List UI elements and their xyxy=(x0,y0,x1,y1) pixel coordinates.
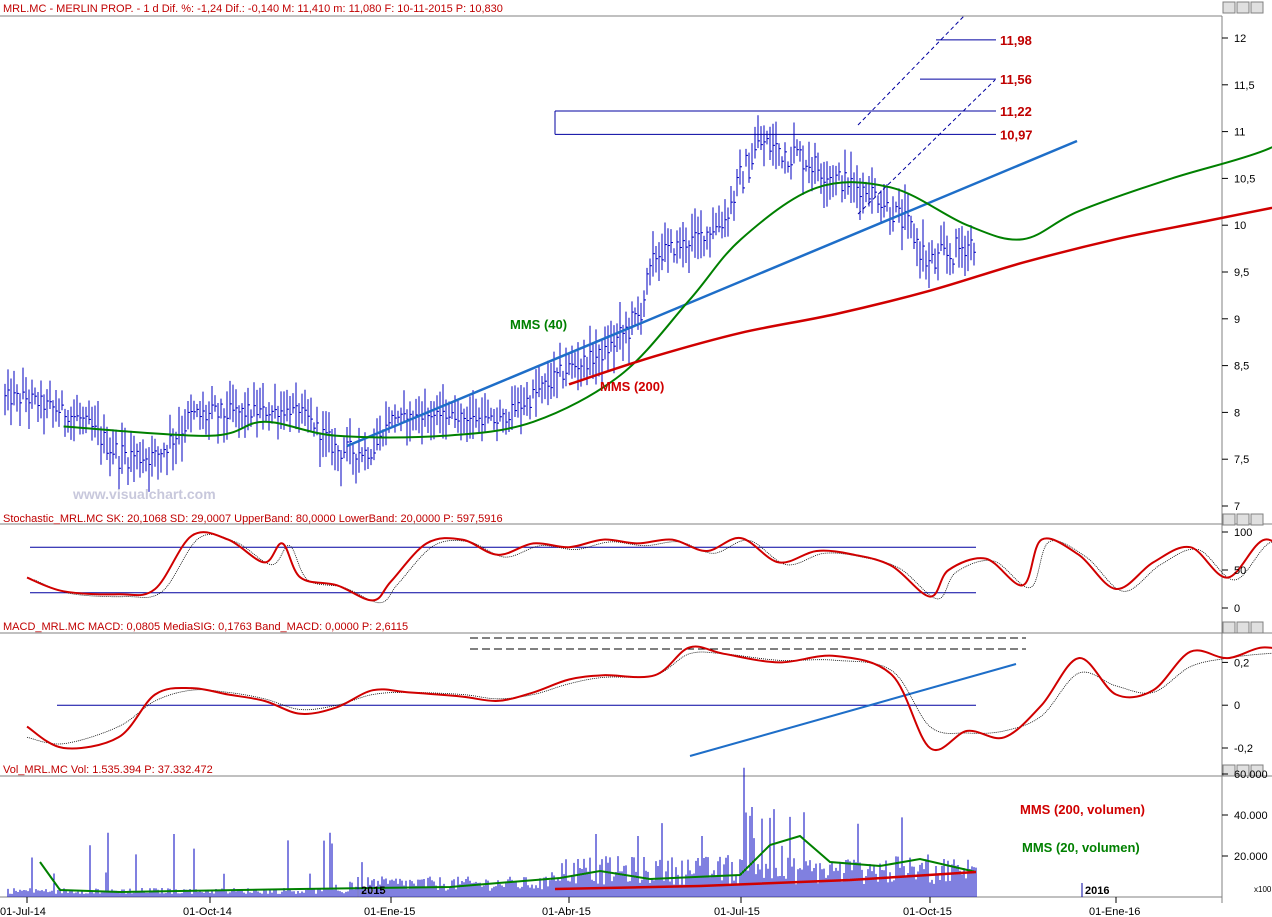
x-tick-label: 01-Ene-16 xyxy=(1089,906,1140,917)
stoch-y-tick-label: 50 xyxy=(1234,565,1246,577)
price-y-tick-label: 7,5 xyxy=(1234,454,1249,466)
price-panel-header: MRL.MC - MERLIN PROP. - 1 d Dif. %: -1,2… xyxy=(3,3,503,15)
year-label: 2015 xyxy=(361,885,385,897)
price-y-tick-label: 7 xyxy=(1234,501,1240,513)
panel-window-button xyxy=(1250,764,1264,777)
price-y-tick-label: 10,5 xyxy=(1234,173,1255,185)
macd-y-tick-label: -0,2 xyxy=(1234,743,1253,755)
x-tick-label: 01-Abr-15 xyxy=(542,906,591,917)
vol-y-tick-label: 60.000 xyxy=(1234,769,1268,781)
macd-signal-line xyxy=(26,651,1272,745)
x-tick-label: 01-Ene-15 xyxy=(364,906,415,917)
panel-window-button xyxy=(1236,513,1250,526)
stoch-sk-line xyxy=(26,531,1272,602)
mms200-label: MMS (200) xyxy=(600,379,664,394)
price-y-tick-label: 12 xyxy=(1234,33,1246,45)
macd-y-tick-label: 0,2 xyxy=(1234,657,1249,669)
level-label: 11,98 xyxy=(1000,33,1032,48)
panel-window-button xyxy=(1250,1,1264,14)
panel-window-button xyxy=(1250,621,1264,634)
channel-upper xyxy=(857,14,966,126)
price-y-tick-label: 11,5 xyxy=(1234,80,1255,92)
price-trendline xyxy=(346,139,1078,448)
mms200-line xyxy=(568,206,1272,386)
mms40-line xyxy=(63,146,1272,439)
vol-y-tick-label: 20.000 xyxy=(1234,851,1268,863)
vol-mms200-line xyxy=(554,870,977,891)
volume-scale-label: x100 xyxy=(1254,885,1272,894)
panel-window-button xyxy=(1236,621,1250,634)
macd-panel-header: MACD_MRL.MC MACD: 0,0805 MediaSIG: 0,176… xyxy=(3,621,408,633)
x-tick-label: 01-Oct-15 xyxy=(903,906,952,917)
stoch-sd-line xyxy=(34,534,1272,604)
x-tick-label: 01-Jul-15 xyxy=(714,906,760,917)
price-y-tick-label: 10 xyxy=(1234,220,1246,232)
panel-window-button xyxy=(1236,764,1250,777)
level-label: 11,22 xyxy=(1000,104,1032,119)
panel-window-button xyxy=(1222,513,1236,526)
price-y-tick-label: 8,5 xyxy=(1234,361,1249,373)
price-y-tick-label: 11 xyxy=(1234,127,1245,139)
mms40-label: MMS (40) xyxy=(510,317,567,332)
vol-mms200-label: MMS (200, volumen) xyxy=(1020,802,1145,817)
x-tick-label: 01-Jul-14 xyxy=(0,906,46,917)
panel-window-button xyxy=(1250,513,1264,526)
volume-panel-header: Vol_MRL.MC Vol: 1.535.394 P: 37.332.472 xyxy=(3,764,213,776)
vol-y-tick-label: 40.000 xyxy=(1234,810,1268,822)
x-tick-label: 01-Oct-14 xyxy=(183,906,232,917)
vol-mms20-label: MMS (20, volumen) xyxy=(1022,840,1140,855)
year-label: 2016 xyxy=(1085,885,1109,897)
price-y-tick-label: 8 xyxy=(1234,407,1240,419)
panel-window-button xyxy=(1222,621,1236,634)
channel-lower xyxy=(857,79,996,215)
macd-y-tick-label: 0 xyxy=(1234,700,1240,712)
price-y-tick-label: 9 xyxy=(1234,314,1240,326)
stoch-y-tick-label: 100 xyxy=(1234,527,1252,539)
panel-window-button xyxy=(1222,764,1236,777)
macd-line xyxy=(26,645,1272,752)
price-y-tick-label: 9,5 xyxy=(1234,267,1249,279)
level-label: 11,56 xyxy=(1000,72,1032,87)
panel-window-button xyxy=(1236,1,1250,14)
vol-mms20-line xyxy=(39,834,977,894)
panel-window-button xyxy=(1222,1,1236,14)
stochastic-panel-header: Stochastic_MRL.MC SK: 20,1068 SD: 29,000… xyxy=(3,513,503,525)
stoch-y-tick-label: 0 xyxy=(1234,603,1240,615)
watermark: www.visualchart.com xyxy=(72,486,216,502)
level-label: 10,97 xyxy=(1000,127,1033,142)
macd-trendline xyxy=(689,663,1017,757)
